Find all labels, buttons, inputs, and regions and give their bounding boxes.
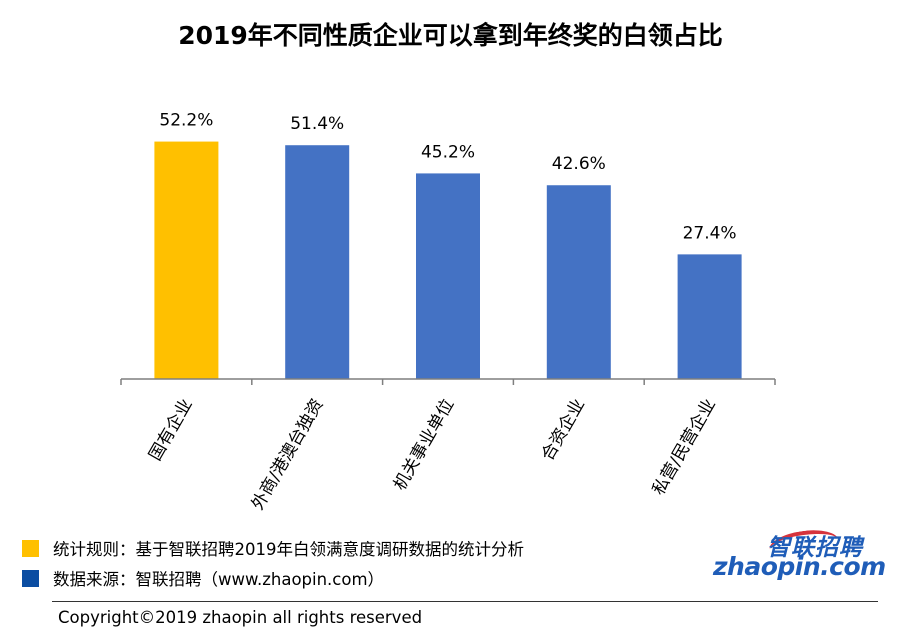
category-label-2: 机关事业单位 <box>390 396 458 494</box>
logo-text-cn: 智联招聘 <box>767 535 863 561</box>
category-label-3: 合资企业 <box>538 396 589 465</box>
footer-divider <box>52 601 878 602</box>
category-label-0: 国有企业 <box>145 396 196 465</box>
value-label-2: 45.2% <box>421 142 475 162</box>
bar-chart: 52.2% 国有企业 51.4% 外商/港澳台独资 45.2% 机关事业单位 42.6% 合资… <box>120 111 776 514</box>
value-label-3: 42.6% <box>552 154 606 174</box>
zhaopin-logo: 智联招聘 zhaopin.com <box>705 526 890 584</box>
bar-0 <box>154 141 219 379</box>
copyright-text: Copyright©2019 zhaopin all rights reserv… <box>58 608 423 627</box>
bar-3 <box>546 185 611 379</box>
bar-4 <box>677 254 742 379</box>
value-label-1: 51.4% <box>290 114 344 134</box>
legend-text-source: 数据来源：智联招聘（www.zhaopin.com） <box>53 570 385 589</box>
value-label-0: 52.2% <box>159 111 213 131</box>
category-label-1: 外商/港澳台独资 <box>248 396 328 514</box>
legend-swatch-blue <box>22 569 39 587</box>
logo-text-en: zhaopin.com <box>713 552 886 581</box>
bar-1 <box>285 145 350 379</box>
legend-swatch-yellow <box>22 539 39 557</box>
chart-title: 2019年不同性质企业可以拿到年终奖的白领占比 <box>178 21 723 50</box>
legend-item-rule: 统计规则：基于智联招聘2019年白领满意度调研数据的统计分析 <box>22 536 524 560</box>
legend-item-source: 数据来源：智联招聘（www.zhaopin.com） <box>22 566 384 590</box>
category-label-4: 私营/民营企业 <box>649 396 720 499</box>
value-label-4: 27.4% <box>683 223 737 243</box>
bar-2 <box>416 173 480 379</box>
legend-text-rule: 统计规则：基于智联招聘2019年白领满意度调研数据的统计分析 <box>53 540 524 559</box>
